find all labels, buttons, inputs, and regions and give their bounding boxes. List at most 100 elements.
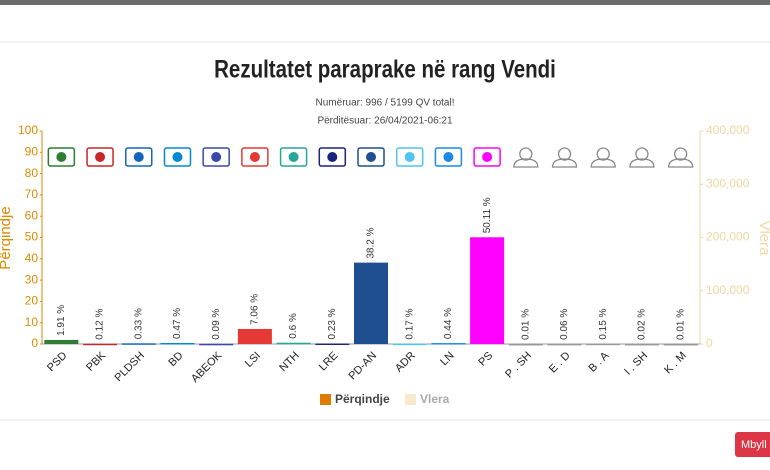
party-logo: [56, 152, 67, 162]
bar: [315, 343, 350, 346]
party-logo: [95, 152, 106, 162]
party-logo: [482, 152, 493, 162]
bar: [354, 262, 388, 344]
y2-tick-label: 100,000: [706, 283, 750, 297]
bar: [470, 237, 505, 344]
party-logo: [172, 152, 183, 162]
y-tick-label: 20: [25, 294, 39, 308]
bar: [431, 343, 466, 345]
close-button[interactable]: [735, 432, 770, 457]
data-label: 7.06 %: [250, 294, 261, 325]
placeholder-icon: [667, 158, 694, 168]
legend-label: Përqindje: [335, 392, 390, 406]
party-logo: [443, 152, 454, 162]
y-tick-label: 100: [18, 123, 38, 137]
data-label: 0.44 %: [443, 308, 454, 339]
bar: [508, 343, 543, 346]
x-tick-label: BD: [166, 350, 185, 369]
data-label: 0.01 %: [520, 309, 531, 340]
x-tick-label: I . SH: [622, 350, 650, 378]
y-tick-label: 50: [25, 230, 39, 244]
y-axis-label: Përqindje: [0, 206, 14, 269]
data-label: 0.47 %: [172, 308, 183, 339]
y-tick-label: 70: [25, 187, 39, 201]
y-tick-label: 60: [25, 208, 39, 222]
placeholder-icon: [557, 147, 572, 161]
x-tick-label: PD-AN: [346, 350, 379, 383]
x-tick-label: P . SH: [503, 350, 534, 381]
bar: [624, 343, 659, 346]
party-logo: [288, 152, 299, 162]
party-logo: [133, 152, 144, 162]
legend-swatch: [405, 394, 416, 405]
legend-label: Vlera: [420, 392, 450, 406]
x-tick-label: PSD: [45, 350, 70, 375]
placeholder-icon: [551, 158, 578, 168]
chart-title: Rezultatet paraprake në rang Vendi: [214, 55, 556, 83]
party-logo: [366, 152, 376, 162]
y2-tick-label: 200,000: [706, 230, 750, 244]
party-logo: [327, 152, 338, 162]
data-label: 0.15 %: [598, 308, 609, 339]
y-tick-label: 30: [25, 272, 39, 286]
x-tick-label: PBK: [84, 349, 109, 374]
bar: [392, 343, 427, 346]
bar: [121, 343, 156, 345]
y-tick-label: 40: [25, 251, 39, 265]
x-tick-label: E . D: [547, 350, 573, 376]
subtitle: Numëruar: 996 / 5199 QV total!: [316, 98, 455, 109]
data-label: 0.17 %: [404, 308, 415, 339]
top-bar: [0, 0, 770, 5]
x-tick-label: NTH: [277, 350, 302, 375]
placeholder-icon: [513, 158, 539, 168]
data-label: 0.12 %: [95, 309, 106, 340]
y-tick-label: 80: [25, 166, 39, 180]
data-label: 0.09 %: [211, 309, 222, 340]
bar: [237, 328, 272, 344]
data-label: 50.11 %: [482, 197, 493, 233]
close-button-label[interactable]: Mbyll: [741, 439, 767, 451]
subtitle: Përditësuar: 26/04/2021-06:21: [317, 116, 453, 127]
data-label: 1.91 %: [56, 305, 67, 336]
bar: [547, 343, 582, 346]
bar: [44, 339, 79, 344]
placeholder-icon: [673, 147, 688, 161]
placeholder-icon: [596, 147, 610, 161]
party-logo: [211, 152, 222, 162]
x-tick-label: PS: [476, 350, 495, 369]
y2-tick-label: 0: [706, 336, 713, 350]
y-tick-label: 90: [25, 144, 39, 158]
bar: [199, 343, 234, 346]
bar: [663, 343, 698, 346]
data-label: 0.33 %: [133, 308, 144, 339]
y2-tick-label: 300,000: [706, 176, 750, 190]
data-label: 0.6 %: [288, 313, 299, 339]
bar: [160, 342, 195, 345]
y-tick-label: 10: [25, 315, 39, 329]
x-tick-label: PLDSH: [113, 350, 147, 384]
party-logo: [249, 152, 260, 162]
data-label: 0.02 %: [637, 309, 648, 340]
data-label: 38.2 %: [366, 227, 377, 258]
x-tick-label: LN: [438, 350, 456, 368]
placeholder-icon: [635, 147, 649, 161]
legend-swatch: [320, 394, 331, 405]
x-tick-label: ABEOK: [189, 349, 225, 385]
x-tick-label: LRE: [317, 350, 341, 374]
x-tick-label: LSI: [243, 350, 263, 370]
y2-axis-label: Vlera: [756, 220, 770, 256]
data-label: 0.06 %: [559, 309, 570, 340]
party-logo: [404, 152, 415, 162]
placeholder-icon: [590, 158, 616, 168]
y2-tick-label: 400,000: [706, 123, 750, 137]
placeholder-icon: [519, 147, 533, 161]
bar: [83, 343, 118, 346]
data-label: 0.01 %: [675, 309, 686, 340]
x-tick-label: ADR: [393, 350, 418, 375]
x-tick-label: K . M: [662, 350, 689, 377]
bar: [586, 343, 621, 346]
data-label: 0.23 %: [327, 308, 338, 339]
bar: [276, 342, 311, 345]
